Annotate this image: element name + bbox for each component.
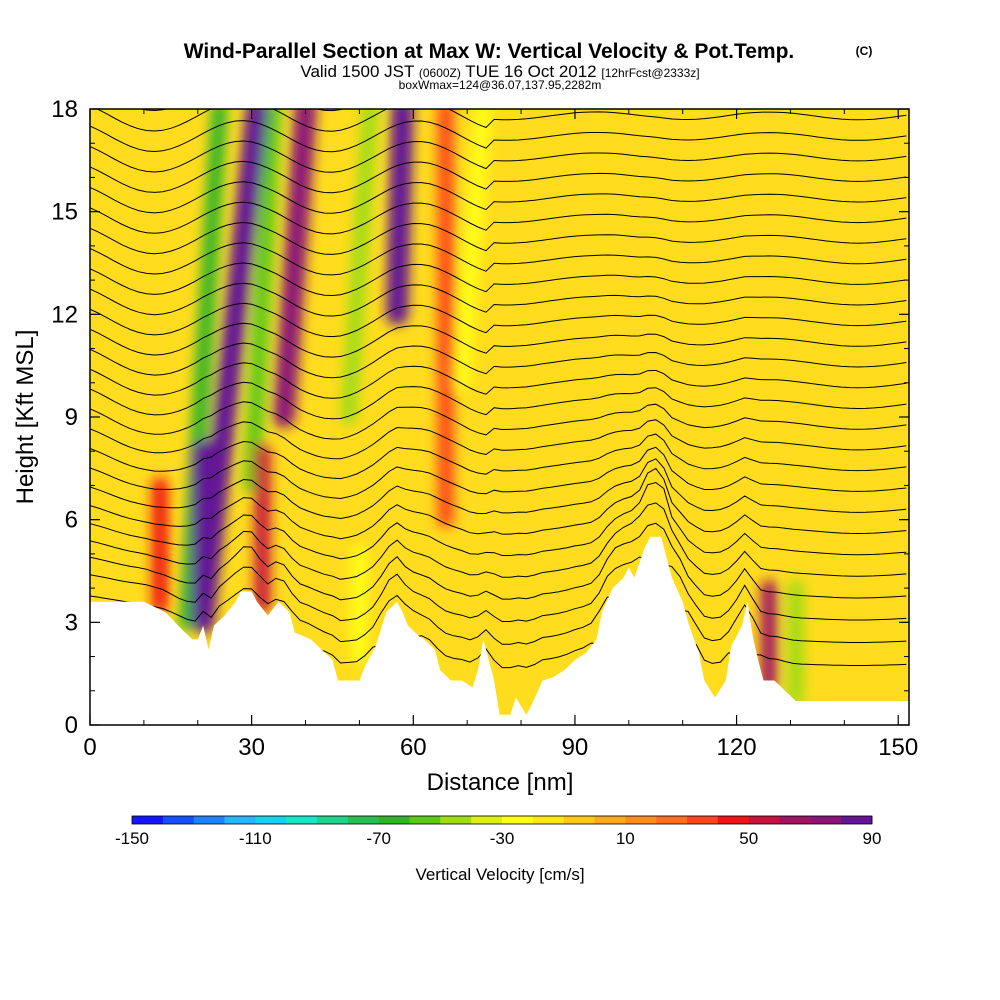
colorbar-tick-label: -150 xyxy=(115,829,149,848)
colorbar-swatch xyxy=(717,816,750,824)
colorbar-swatch xyxy=(625,816,657,824)
colorbar-swatch xyxy=(162,816,195,824)
isentrope-contour xyxy=(90,140,907,173)
colorbar-swatch xyxy=(687,816,719,824)
colorbar xyxy=(131,815,873,825)
colorbar-swatch xyxy=(563,816,595,824)
isentrope-contour xyxy=(90,467,907,540)
updraft-band xyxy=(272,109,317,428)
colorbar-swatch xyxy=(502,816,534,824)
isentrope-contour xyxy=(90,322,907,358)
valid-date: TUE 16 Oct 2012 xyxy=(465,62,596,81)
colorbar-tick-label: 10 xyxy=(616,829,635,848)
colorbar-swatch xyxy=(594,816,626,824)
y-tick-label: 0 xyxy=(65,712,78,739)
copyright-mark: (C) xyxy=(856,44,873,58)
colorbar-tick-label: -30 xyxy=(490,829,515,848)
colorbar-swatch xyxy=(132,816,164,824)
colorbar-swatch xyxy=(224,816,256,824)
colorbar-swatch xyxy=(810,816,842,824)
x-tick-label: 30 xyxy=(238,734,265,761)
y-tick-label: 6 xyxy=(65,507,78,534)
isentrope-contour xyxy=(90,419,907,460)
y-tick-label: 15 xyxy=(51,199,78,226)
isentrope-contour xyxy=(90,522,907,601)
isentrope-contour xyxy=(211,635,907,669)
isentrope-contour xyxy=(90,502,907,580)
colorbar-swatch xyxy=(255,816,287,824)
isentrope-contour xyxy=(90,302,907,338)
x-tick-label: 0 xyxy=(83,734,96,761)
isentrope-contour xyxy=(90,481,907,560)
x-axis-label: Distance [nm] xyxy=(427,769,574,796)
isentrope-contour xyxy=(90,262,907,297)
colorbar-swatch xyxy=(532,816,565,824)
isentrope-contour xyxy=(90,221,907,255)
y-tick-label: 9 xyxy=(65,404,78,431)
isentrope-contour xyxy=(90,120,907,153)
colorbar-tick-label: -70 xyxy=(366,829,391,848)
x-tick-label: 60 xyxy=(400,734,427,761)
updraft-band xyxy=(386,109,414,326)
isentrope-contour xyxy=(90,342,907,379)
y-tick-label: 12 xyxy=(51,301,78,328)
y-tick-label: 18 xyxy=(51,96,78,123)
downdraft-band xyxy=(243,109,282,494)
isentrope-contour xyxy=(90,433,907,480)
y-tick-label: 3 xyxy=(65,609,78,636)
colorbar-swatch xyxy=(409,816,441,824)
colorbar-label: Vertical Velocity [cm/s] xyxy=(415,865,584,884)
isentrope-contour xyxy=(90,160,907,194)
isentrope-contour xyxy=(96,109,907,132)
colorbar-swatch xyxy=(378,816,410,824)
colorbar-swatch xyxy=(471,816,503,824)
downdraft-band xyxy=(453,109,492,391)
isentrope-contour xyxy=(90,401,907,440)
plot-area xyxy=(90,109,909,725)
x-tick-label: 120 xyxy=(717,734,757,761)
colorbar-swatch xyxy=(317,816,349,824)
y-axis-label: Height [Kft MSL] xyxy=(12,330,39,505)
terrain-mask xyxy=(90,536,909,725)
x-tick-label: 150 xyxy=(878,734,918,761)
colorbar-swatch xyxy=(779,816,811,824)
valid-zulu: (0600Z) xyxy=(419,66,461,80)
isentrope-contour xyxy=(90,201,907,235)
valid-prefix: Valid 1500 JST xyxy=(300,62,414,81)
isentrope-contour xyxy=(90,181,907,214)
isentrope-contour xyxy=(90,588,907,645)
isentrope-contour xyxy=(90,458,907,520)
colorbar-swatch xyxy=(347,816,380,824)
colorbar-swatch xyxy=(656,816,688,824)
isentrope-contour xyxy=(90,242,907,276)
box-info: boxWmax=124@36.07,137.95,2282m xyxy=(399,78,602,92)
colorbar-swatch xyxy=(841,816,873,824)
colorbar-frame xyxy=(131,815,873,825)
colorbar-swatch xyxy=(748,816,780,824)
isentrope-contour xyxy=(90,282,907,317)
isentrope-contour xyxy=(90,381,907,420)
isentrope-contour xyxy=(90,446,907,500)
x-tick-label: 90 xyxy=(562,734,589,761)
forecast-label: [12hrFcst@2333z] xyxy=(601,66,699,80)
colorbar-swatch xyxy=(440,816,472,824)
isentrope-contour xyxy=(90,556,907,622)
colorbar-tick-label: 90 xyxy=(863,829,882,848)
isentrope-contour xyxy=(90,362,907,399)
colorbar-swatch xyxy=(286,816,318,824)
colorbar-tick-label: -110 xyxy=(239,829,272,848)
valid-time-line: Valid 1500 JST (0600Z) TUE 16 Oct 2012 [… xyxy=(300,62,699,81)
colorbar-tick-label: 50 xyxy=(739,829,758,848)
colorbar-swatch xyxy=(193,816,225,824)
chart-title: Wind-Parallel Section at Max W: Vertical… xyxy=(184,40,795,63)
